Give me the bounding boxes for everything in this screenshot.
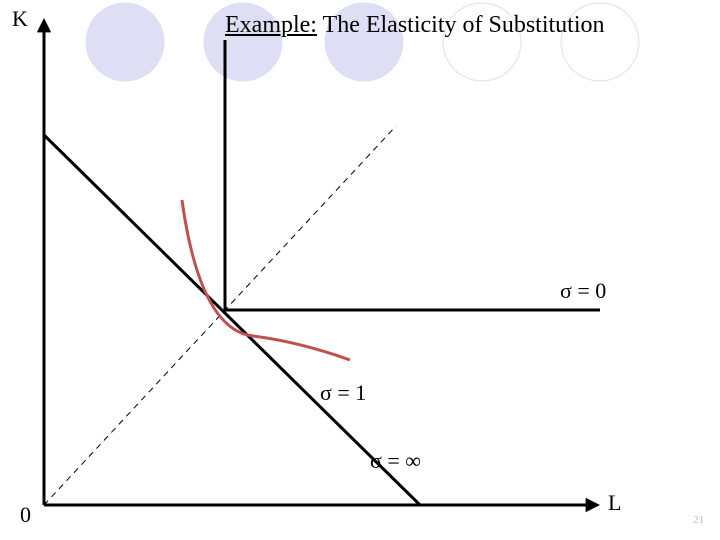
origin-label: 0 [20,502,31,528]
sigma-one-isoquant [182,200,350,360]
title-underlined: Example: [225,12,317,38]
axes [37,18,600,512]
diagram-title: Example: The Elasticity of Substitution [225,12,605,39]
x-axis-arrowhead [586,498,600,512]
sigma-one-label: σ = 1 [320,380,366,406]
x-axis-label: L [608,490,621,516]
y-axis-label: K [12,6,28,32]
diagram-stage: Example: The Elasticity of Substitution … [0,0,720,540]
y-axis-arrowhead [37,18,51,32]
title-rest: The Elasticity of Substitution [317,12,605,38]
sigma-zero-isoquant [225,40,600,310]
sigma-infinity-isoquant [44,135,420,505]
sigma-zero-label: σ = 0 [560,278,606,304]
plot-svg [0,0,720,540]
page-number: 21 [693,514,704,526]
sigma-infinity-label: σ = ∞ [370,448,421,474]
